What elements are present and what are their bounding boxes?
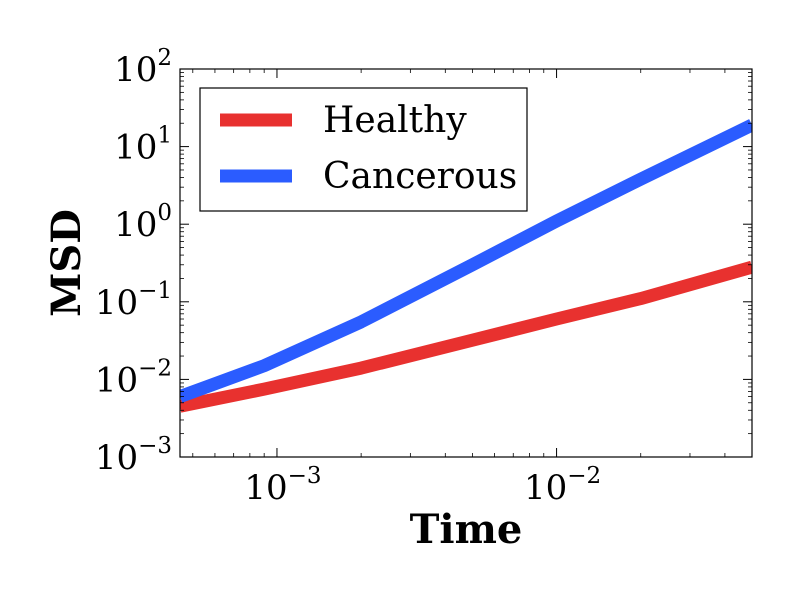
- y-tick-label: 10−3: [95, 433, 172, 478]
- axis-ticks: [180, 68, 753, 458]
- x-tick-label: 10−2: [524, 463, 601, 508]
- y-tick-label: 102: [114, 45, 172, 90]
- series-line-cancerous: [180, 119, 752, 403]
- y-tick-label: 100: [114, 200, 172, 245]
- y-tick-label: 10−1: [95, 278, 172, 323]
- x-tick-label: 10−3: [244, 463, 321, 508]
- plot-frame: [179, 68, 753, 458]
- legend: Healthy Cancerous: [199, 87, 528, 212]
- series-lines: [180, 119, 752, 413]
- x-axis-title: Time: [410, 506, 523, 553]
- y-tick-label: 101: [114, 123, 172, 168]
- legend-box: [199, 87, 528, 212]
- axis-tick-labels: 10−3 10−2 10−1 100 101 102 10−3 10−2: [95, 45, 601, 508]
- y-axis-title: MSD: [43, 209, 90, 317]
- legend-label-healthy: Healthy: [323, 100, 467, 141]
- legend-label-cancerous: Cancerous: [323, 156, 517, 197]
- y-tick-label: 10−2: [95, 355, 172, 400]
- series-line-healthy: [180, 260, 752, 413]
